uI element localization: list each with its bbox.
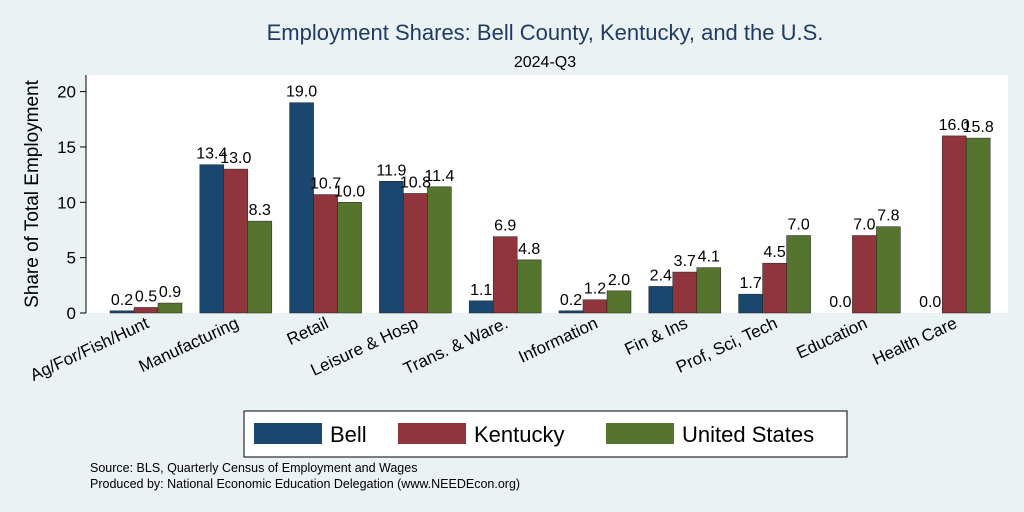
- data-label-united-states-leisure-hosp: 11.4: [424, 168, 454, 185]
- bar-bell-leisure-hosp: [379, 181, 404, 314]
- data-label-bell-leisure-hosp: 11.9: [376, 162, 406, 179]
- bar-kentucky-prof-sci-tech: [762, 262, 787, 314]
- data-label-kentucky-health-care: 16.0: [939, 117, 970, 134]
- y-tick-label-10: 10: [57, 193, 76, 212]
- y-axis-label: Share of Total Employment: [22, 79, 43, 307]
- bar-kentucky-retail: [313, 194, 338, 314]
- chart-title: Employment Shares: Bell County, Kentucky…: [267, 20, 824, 45]
- bar-united-states-prof-sci-tech: [786, 235, 811, 314]
- bar-bell-ag-for-fish-hunt: [109, 310, 135, 314]
- data-label-united-states-trans-ware: 4.8: [518, 241, 540, 258]
- bar-united-states-manufacturing: [247, 220, 273, 314]
- legend: Bell Kentucky United States: [243, 410, 848, 458]
- bar-kentucky-education: [852, 235, 877, 314]
- bar-united-states-fin-ins: [696, 267, 722, 314]
- bar-kentucky-fin-ins: [672, 271, 698, 314]
- bar-united-states-education: [876, 226, 901, 314]
- data-label-kentucky-leisure-hosp: 10.8: [400, 174, 431, 191]
- data-label-united-states-health-care: 15.8: [963, 119, 994, 136]
- data-label-bell-retail: 19.0: [286, 84, 317, 101]
- data-label-kentucky-ag-for-fish-hunt: 0.5: [135, 288, 157, 305]
- y-tick-label-15: 15: [57, 138, 76, 157]
- data-label-bell-information: 0.2: [560, 292, 582, 309]
- data-label-bell-health-care: 0.0: [919, 294, 941, 311]
- bar-kentucky-health-care: [941, 135, 967, 314]
- bar-bell-manufacturing: [199, 164, 225, 314]
- legend-swatch-bell: [254, 423, 322, 444]
- data-label-bell-trans-ware: 1.1: [470, 282, 492, 299]
- data-label-bell-education: 0.0: [829, 294, 851, 311]
- bar-kentucky-manufacturing: [223, 168, 249, 314]
- data-label-kentucky-retail: 10.7: [310, 176, 341, 193]
- data-label-united-states-prof-sci-tech: 7.0: [787, 217, 809, 234]
- data-label-bell-ag-for-fish-hunt: 0.2: [111, 292, 133, 309]
- data-label-united-states-fin-ins: 4.1: [698, 249, 720, 266]
- data-labels-group: 0.2 0.5 0.913.413.08.319.010.710.011.910.8…: [111, 84, 994, 311]
- bar-united-states-health-care: [965, 137, 991, 314]
- data-label-united-states-ag-for-fish-hunt: 0.9: [159, 284, 181, 301]
- y-tick-label-0: 0: [67, 304, 76, 323]
- legend-swatch-kentucky: [398, 423, 466, 444]
- source-note: Source: BLS, Quarterly Census of Employm…: [90, 461, 417, 475]
- legend-swatch-united-states: [606, 423, 674, 444]
- produced-note: Produced by: National Economic Education…: [90, 477, 520, 491]
- data-label-bell-prof-sci-tech: 1.7: [739, 275, 761, 292]
- y-tick-label-5: 5: [67, 249, 76, 268]
- bar-united-states-trans-ware: [516, 259, 542, 314]
- bar-bell-information: [558, 310, 584, 314]
- data-label-kentucky-manufacturing: 13.0: [220, 150, 251, 167]
- chart-subtitle: 2024-Q3: [514, 54, 576, 71]
- data-label-united-states-information: 2.0: [608, 272, 630, 289]
- bar-united-states-retail: [337, 202, 362, 314]
- legend-label-bell: Bell: [330, 422, 367, 447]
- bars-group: [109, 102, 991, 314]
- bar-kentucky-ag-for-fish-hunt: [133, 307, 159, 314]
- bar-bell-fin-ins: [648, 286, 674, 314]
- data-label-bell-fin-ins: 2.4: [650, 267, 672, 284]
- data-label-kentucky-trans-ware: 6.9: [494, 218, 516, 235]
- data-label-kentucky-fin-ins: 3.7: [674, 253, 696, 270]
- legend-label-kentucky: Kentucky: [474, 422, 565, 447]
- data-label-bell-manufacturing: 13.4: [196, 146, 227, 163]
- y-tick-label-20: 20: [57, 83, 76, 102]
- bar-united-states-leisure-hosp: [427, 186, 452, 314]
- bar-bell-prof-sci-tech: [738, 293, 763, 314]
- bar-bell-retail: [289, 102, 314, 314]
- bar-kentucky-trans-ware: [492, 236, 518, 314]
- bar-united-states-ag-for-fish-hunt: [157, 302, 183, 314]
- legend-label-united-states: United States: [682, 422, 814, 447]
- data-label-kentucky-information: 1.2: [584, 281, 606, 298]
- bar-united-states-information: [606, 290, 632, 314]
- data-label-kentucky-education: 7.0: [853, 217, 875, 234]
- bar-bell-trans-ware: [468, 300, 494, 314]
- data-label-united-states-education: 7.8: [877, 208, 899, 225]
- data-label-united-states-manufacturing: 8.3: [249, 202, 271, 219]
- data-label-kentucky-prof-sci-tech: 4.5: [763, 244, 785, 261]
- bar-kentucky-information: [582, 299, 608, 314]
- bar-kentucky-leisure-hosp: [403, 193, 428, 314]
- legend-box: [243, 410, 848, 458]
- data-label-united-states-retail: 10.0: [334, 183, 365, 200]
- y-axis-ticks: 0 5 10 15 20: [57, 83, 86, 323]
